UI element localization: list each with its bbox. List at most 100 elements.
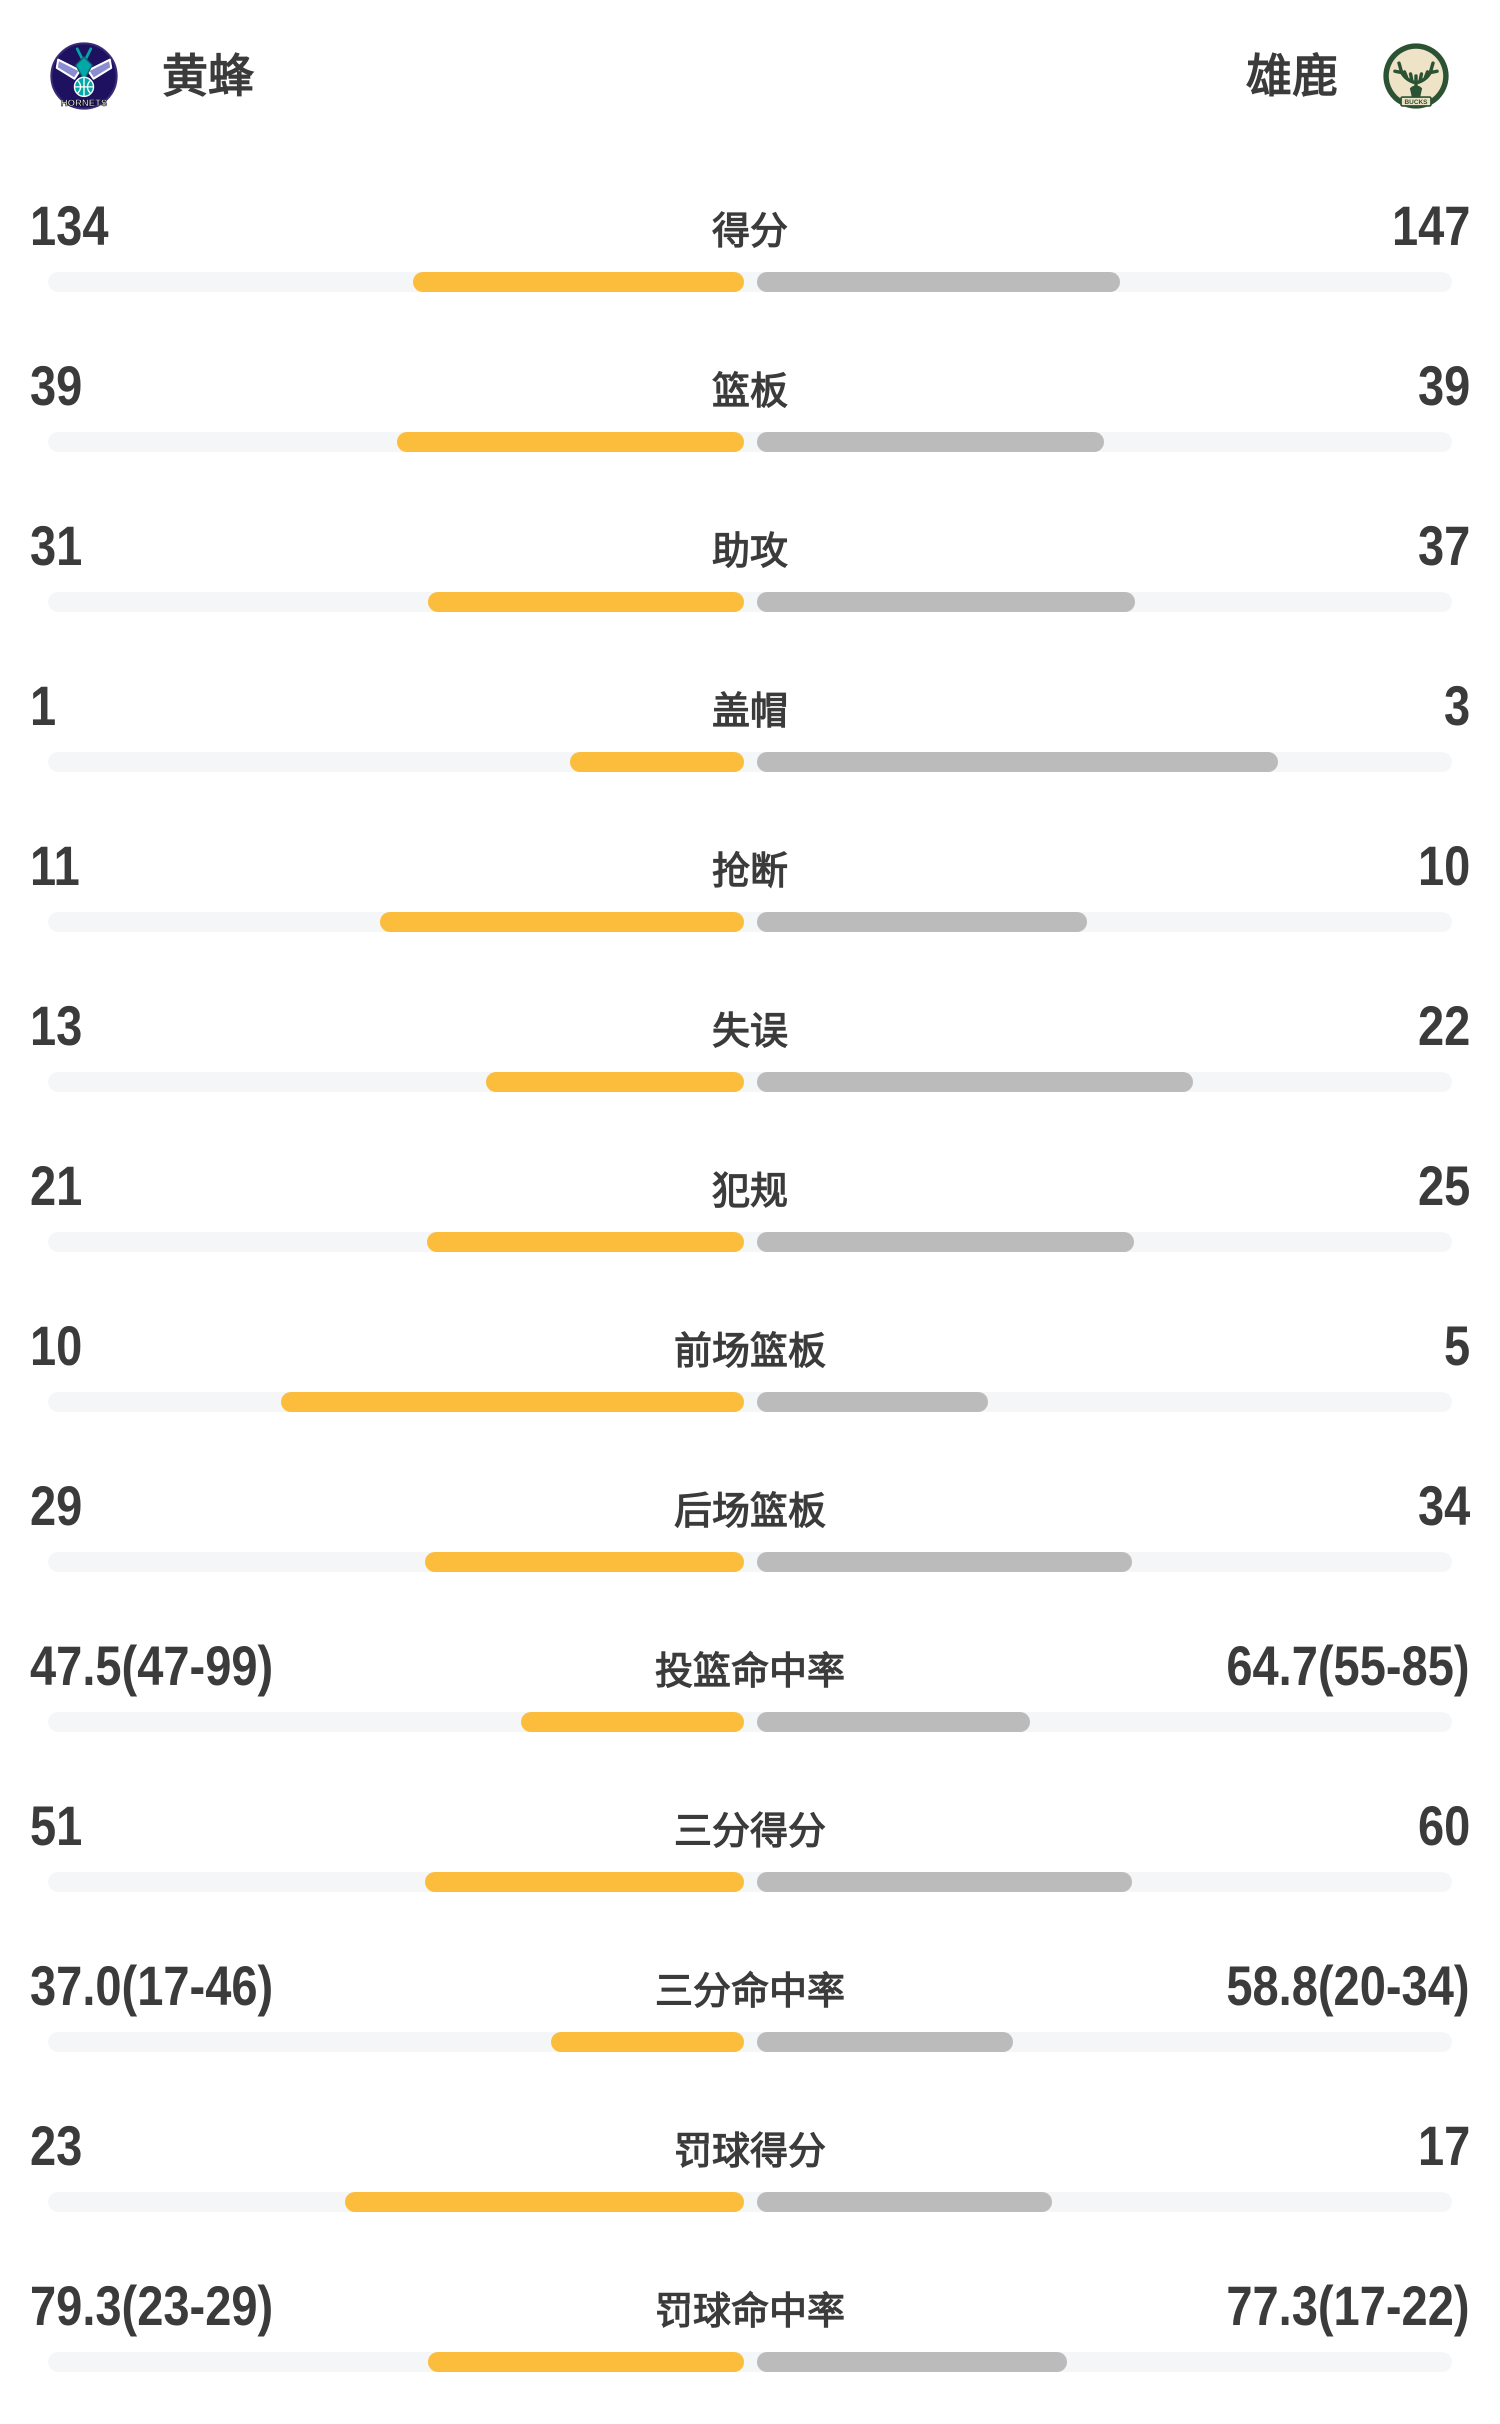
away-bar — [757, 2032, 1013, 2052]
away-bar — [757, 1232, 1134, 1252]
hornets-logo: HORNETS — [50, 42, 118, 110]
home-bar — [397, 432, 744, 452]
away-value: 34 — [1417, 1474, 1470, 1537]
away-bar — [757, 592, 1135, 612]
stat-row: 79.3(23-29) 罚球命中率 77.3(17-22) — [0, 2264, 1500, 2424]
away-bar — [757, 2192, 1052, 2212]
away-bar — [757, 1712, 1030, 1732]
home-value: 47.5(47-99) — [30, 1634, 274, 1697]
away-value: 17 — [1417, 2114, 1470, 2177]
stat-row: 31 助攻 37 — [0, 504, 1500, 664]
home-bar — [427, 1232, 744, 1252]
home-bar — [425, 1872, 744, 1892]
stat-bar-track — [48, 432, 1452, 452]
home-value: 134 — [30, 194, 109, 257]
away-team-name: 雄鹿 — [1246, 50, 1338, 102]
home-value: 79.3(23-29) — [30, 2274, 274, 2337]
stat-row: 10 前场篮板 5 — [0, 1304, 1500, 1464]
stat-label: 投篮命中率 — [654, 1651, 845, 1693]
stat-row: 21 犯规 25 — [0, 1144, 1500, 1304]
bucks-logo: BUCKS — [1383, 43, 1449, 109]
home-team-header[interactable]: HORNETS 黄蜂 — [50, 40, 254, 112]
stat-row: 1 盖帽 3 — [0, 664, 1500, 824]
away-bar — [757, 1552, 1132, 1572]
away-value: 37 — [1417, 514, 1470, 577]
stat-label: 前场篮板 — [673, 1331, 826, 1373]
stat-bar-track — [48, 2192, 1452, 2212]
home-bar — [425, 1552, 744, 1572]
stat-label: 失误 — [711, 1011, 788, 1053]
svg-text:HORNETS: HORNETS — [61, 98, 108, 109]
stat-bar-track — [48, 1712, 1452, 1732]
stat-bar-track — [48, 1392, 1452, 1412]
away-value: 58.8(20-34) — [1226, 1954, 1470, 2017]
away-value: 22 — [1417, 994, 1470, 1057]
home-value: 37.0(17-46) — [30, 1954, 274, 2017]
stat-bar-track — [48, 272, 1452, 292]
home-bar — [281, 1392, 744, 1412]
home-bar — [486, 1072, 744, 1092]
away-value: 64.7(55-85) — [1226, 1634, 1470, 1697]
home-bar — [380, 912, 744, 932]
stat-label: 罚球得分 — [673, 2131, 826, 2173]
stat-bar-track — [48, 592, 1452, 612]
stat-label: 助攻 — [711, 531, 788, 573]
away-bar — [757, 2352, 1067, 2372]
stat-row: 134 得分 147 — [0, 184, 1500, 344]
away-bar — [757, 272, 1120, 292]
stat-bar-track — [48, 2352, 1452, 2372]
home-bar — [413, 272, 744, 292]
home-value: 21 — [30, 1154, 83, 1217]
away-team-header[interactable]: 雄鹿 BUCKS — [1246, 40, 1450, 112]
home-bar — [521, 1712, 744, 1732]
stat-label: 罚球命中率 — [654, 2291, 845, 2333]
home-value: 23 — [30, 2114, 83, 2177]
home-bar — [570, 752, 744, 772]
home-bar — [345, 2192, 744, 2212]
home-team-name: 黄蜂 — [162, 50, 254, 102]
away-bar — [757, 912, 1087, 932]
stat-label: 抢断 — [711, 851, 788, 893]
away-value: 25 — [1417, 1154, 1470, 1217]
stat-row: 37.0(17-46) 三分命中率 58.8(20-34) — [0, 1944, 1500, 2104]
stat-label: 三分得分 — [673, 1811, 826, 1853]
away-value: 5 — [1443, 1314, 1470, 1377]
home-value: 10 — [30, 1314, 83, 1377]
away-bar — [757, 752, 1278, 772]
away-value: 77.3(17-22) — [1226, 2274, 1470, 2337]
home-value: 51 — [30, 1794, 83, 1857]
home-value: 29 — [30, 1474, 83, 1537]
stat-row: 39 篮板 39 — [0, 344, 1500, 504]
stat-row: 47.5(47-99) 投篮命中率 64.7(55-85) — [0, 1624, 1500, 1784]
stat-label: 篮板 — [711, 371, 788, 413]
stat-bar-track — [48, 1872, 1452, 1892]
stat-bar-track — [48, 912, 1452, 932]
away-bar — [757, 1872, 1132, 1892]
stat-bar-track — [48, 1552, 1452, 1572]
stat-label: 盖帽 — [711, 691, 788, 733]
svg-text:BUCKS: BUCKS — [1405, 99, 1429, 106]
home-bar — [551, 2032, 744, 2052]
stat-label: 后场篮板 — [673, 1491, 826, 1533]
home-bar — [428, 592, 744, 612]
away-bar — [757, 1392, 988, 1412]
stat-row: 23 罚球得分 17 — [0, 2104, 1500, 2264]
away-bar — [757, 432, 1104, 452]
stat-bar-track — [48, 1232, 1452, 1252]
away-value: 10 — [1417, 834, 1470, 897]
stat-bar-track — [48, 2032, 1452, 2052]
stat-row: 13 失误 22 — [0, 984, 1500, 1144]
away-value: 3 — [1443, 674, 1470, 737]
home-value: 39 — [30, 354, 83, 417]
stat-label: 得分 — [711, 211, 788, 253]
away-value: 39 — [1417, 354, 1470, 417]
away-value: 147 — [1391, 194, 1470, 257]
away-value: 60 — [1417, 1794, 1470, 1857]
home-value: 31 — [30, 514, 83, 577]
stat-label: 三分命中率 — [654, 1971, 845, 2013]
stat-bar-track — [48, 752, 1452, 772]
home-value: 13 — [30, 994, 83, 1057]
stat-row: 29 后场篮板 34 — [0, 1464, 1500, 1624]
stat-label: 犯规 — [711, 1171, 788, 1213]
stat-bar-track — [48, 1072, 1452, 1092]
